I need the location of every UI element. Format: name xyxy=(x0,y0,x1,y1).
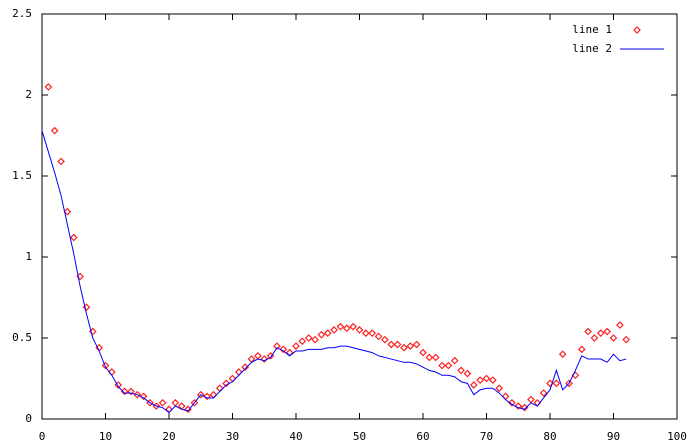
legend-label: line 1 xyxy=(572,23,612,36)
point xyxy=(158,398,167,407)
point xyxy=(431,353,440,362)
point xyxy=(565,379,573,388)
point xyxy=(311,335,319,344)
point xyxy=(463,369,472,378)
point xyxy=(44,83,53,91)
point xyxy=(425,353,434,362)
point xyxy=(616,321,624,329)
point xyxy=(235,368,243,376)
point xyxy=(196,390,205,399)
x-tick-label: 100 xyxy=(667,430,687,443)
point xyxy=(514,402,523,410)
y-tick-label: 1 xyxy=(25,250,32,263)
y-tick-label: 0 xyxy=(25,412,32,425)
y-tick-label: 1.5 xyxy=(12,169,32,182)
point xyxy=(209,390,218,399)
legend-label: line 2 xyxy=(572,42,612,55)
point xyxy=(482,374,491,383)
x-tick-label: 20 xyxy=(162,430,175,443)
point xyxy=(304,334,313,342)
point xyxy=(222,379,230,388)
point xyxy=(349,322,357,331)
point xyxy=(298,337,307,346)
point xyxy=(539,389,548,397)
x-tick-label: 40 xyxy=(289,430,302,443)
point xyxy=(596,329,605,337)
x-tick-label: 50 xyxy=(353,430,366,443)
point xyxy=(355,326,364,334)
point xyxy=(50,126,59,135)
point xyxy=(57,157,65,166)
point xyxy=(171,398,180,407)
point xyxy=(215,384,224,393)
point xyxy=(374,332,383,341)
point xyxy=(254,351,262,360)
point xyxy=(406,342,415,350)
point xyxy=(368,329,377,337)
legend-symbol xyxy=(633,26,641,34)
x-tick-label: 0 xyxy=(39,430,46,443)
point xyxy=(400,343,408,352)
point xyxy=(387,340,396,349)
point xyxy=(552,379,561,388)
point xyxy=(577,345,586,354)
y-tick-label: 0.5 xyxy=(12,331,32,344)
x-tick-label: 90 xyxy=(607,430,620,443)
point xyxy=(622,335,631,344)
x-tick-label: 80 xyxy=(543,430,556,443)
point xyxy=(381,335,389,344)
point xyxy=(393,340,402,349)
point xyxy=(63,207,72,216)
point xyxy=(412,340,421,349)
point xyxy=(273,342,281,350)
point xyxy=(228,374,237,383)
point xyxy=(450,356,459,365)
point xyxy=(495,384,504,393)
point xyxy=(508,398,516,407)
point xyxy=(336,322,345,331)
point xyxy=(323,329,332,337)
plot-border xyxy=(41,13,678,420)
point xyxy=(260,355,269,363)
point xyxy=(69,233,78,242)
point xyxy=(527,395,535,404)
point xyxy=(317,330,326,339)
point xyxy=(558,350,567,359)
point xyxy=(457,366,465,375)
point xyxy=(279,345,288,354)
point xyxy=(476,376,484,384)
x-tick-label: 10 xyxy=(99,430,112,443)
point xyxy=(444,361,453,370)
x-tick-label: 30 xyxy=(226,430,239,443)
point xyxy=(127,387,135,396)
point xyxy=(501,392,510,401)
x-tick-label: 60 xyxy=(416,430,429,443)
point xyxy=(419,348,427,357)
point xyxy=(438,361,446,370)
y-tick-label: 2 xyxy=(25,88,32,101)
point xyxy=(330,326,338,334)
point xyxy=(139,392,148,401)
point xyxy=(101,361,110,370)
y-tick-label: 2.5 xyxy=(12,7,32,20)
point xyxy=(292,342,300,350)
point xyxy=(590,334,599,342)
series-line xyxy=(41,130,627,414)
point xyxy=(190,398,199,407)
point xyxy=(603,327,611,336)
point xyxy=(609,334,618,342)
point xyxy=(584,327,592,336)
x-tick-label: 70 xyxy=(480,430,493,443)
point xyxy=(489,376,497,384)
point xyxy=(203,392,211,401)
point xyxy=(342,324,351,333)
point xyxy=(362,329,370,337)
point xyxy=(469,381,478,389)
